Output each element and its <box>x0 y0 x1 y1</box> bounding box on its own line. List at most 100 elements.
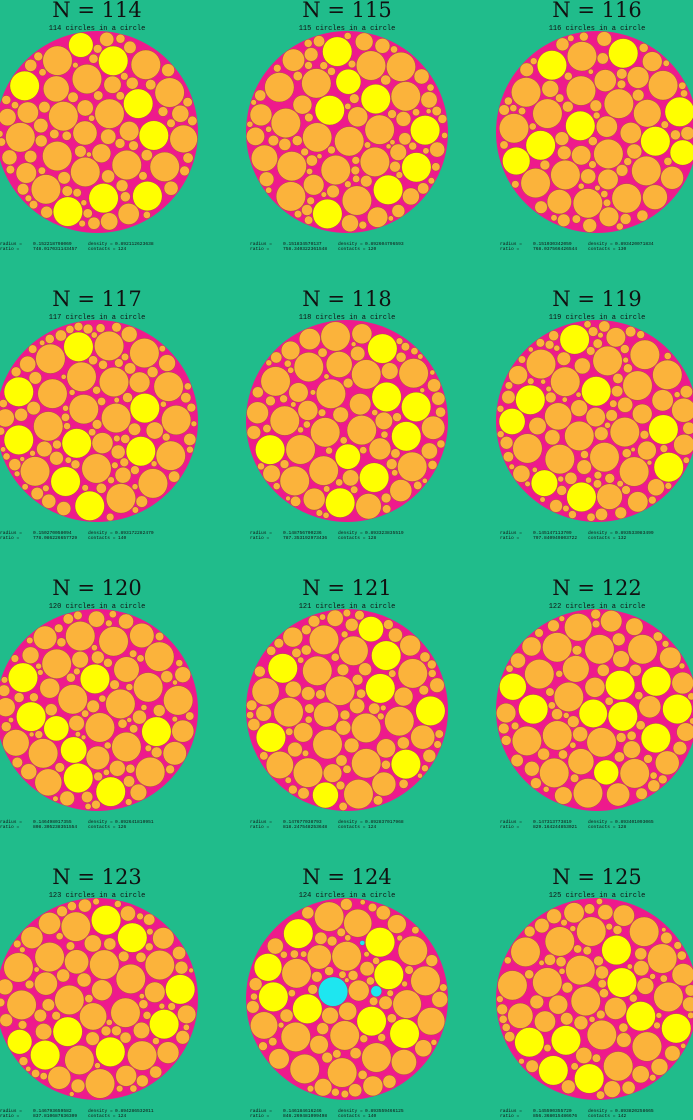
packed-circle <box>627 491 649 513</box>
packed-circle <box>526 349 556 379</box>
packed-circle <box>313 35 325 48</box>
packed-circle <box>588 69 594 75</box>
packed-circle <box>404 965 414 975</box>
packed-circle <box>359 1034 368 1043</box>
packed-circle <box>247 718 261 731</box>
packed-circle <box>617 79 626 89</box>
panel-title: N = 114 <box>52 0 141 22</box>
packed-circle <box>0 446 6 453</box>
packed-circle <box>555 670 563 678</box>
packed-circle <box>43 715 69 742</box>
packed-circle <box>358 662 372 676</box>
packed-circle <box>431 106 442 116</box>
packed-circle <box>268 1048 290 1070</box>
density-label: density = <box>88 530 113 536</box>
packed-circle <box>625 1001 656 1032</box>
panel: N = 118 118 circles in a circle radius = 0.… <box>246 287 448 541</box>
packed-circle <box>556 485 567 496</box>
packed-circle <box>389 161 401 173</box>
packed-circle <box>183 433 197 446</box>
packed-circle <box>61 185 73 197</box>
packed-circle <box>636 209 649 222</box>
radius-label: radius = <box>0 530 22 536</box>
packed-circle <box>604 422 611 429</box>
packed-circle <box>601 935 632 965</box>
packed-circle <box>297 426 304 434</box>
packed-circle <box>37 378 68 409</box>
radius-label: radius = <box>500 530 522 536</box>
packed-circle <box>68 32 94 58</box>
packed-circle <box>371 640 402 671</box>
packed-circle <box>355 493 382 520</box>
packed-circle <box>359 462 389 493</box>
packed-circle <box>144 981 166 1003</box>
packed-circle <box>121 326 138 343</box>
packed-circle <box>337 663 349 676</box>
packed-circle <box>258 1041 268 1051</box>
packed-circle <box>307 984 318 995</box>
packed-circle <box>394 687 414 707</box>
packed-circle <box>91 650 105 664</box>
packed-circle <box>641 666 672 697</box>
packed-circle <box>262 424 272 433</box>
packed-circle <box>259 751 269 761</box>
packed-circle <box>431 162 441 172</box>
packed-circle <box>246 711 254 719</box>
density-label: density = <box>88 819 113 825</box>
packed-circle <box>265 126 272 133</box>
packed-circle <box>357 1070 368 1080</box>
packed-circle <box>651 389 674 412</box>
packed-circle <box>613 904 635 927</box>
packed-circle <box>297 400 318 421</box>
packed-circle <box>29 200 38 210</box>
packed-circle <box>152 927 175 950</box>
radius-value: 0.145147113709 <box>533 530 572 536</box>
packed-circle <box>420 91 438 109</box>
packed-circle <box>84 994 94 1003</box>
packed-circle <box>539 159 550 171</box>
packed-circle <box>566 482 597 512</box>
packed-circle <box>616 1032 632 1048</box>
density-value: 0.893559466125 <box>365 1108 404 1114</box>
packed-circle <box>297 787 310 800</box>
packed-circle <box>661 1013 692 1044</box>
packed-circle <box>93 90 104 101</box>
packed-circle <box>7 1029 33 1055</box>
packed-circle <box>499 1015 508 1024</box>
packed-circle <box>649 1074 657 1082</box>
packed-circle <box>580 168 596 185</box>
radius-value: 0.146184616246 <box>283 1108 322 1114</box>
packed-circle <box>567 715 580 728</box>
packed-circle <box>532 98 563 129</box>
packed-circle <box>608 38 639 69</box>
radius-label: radius = <box>500 1108 522 1114</box>
packed-circle <box>61 428 92 459</box>
packed-circle <box>633 960 650 976</box>
packed-circle <box>350 346 366 361</box>
packed-circle <box>103 937 117 951</box>
packed-circle <box>40 206 53 219</box>
packed-circle <box>627 963 633 970</box>
packed-circle <box>530 777 542 789</box>
packed-circle <box>355 32 374 51</box>
packed-circle <box>682 421 693 435</box>
packed-circle <box>344 737 360 753</box>
packed-circle <box>412 108 420 117</box>
packed-circle <box>312 782 339 809</box>
packed-circle <box>588 1016 596 1023</box>
packed-circle <box>673 941 682 950</box>
panel-title: N = 115 <box>302 0 391 22</box>
packed-circle <box>281 341 301 360</box>
packed-circle <box>659 444 668 453</box>
packed-circle <box>550 366 581 397</box>
packed-circle <box>358 616 384 642</box>
packed-circle <box>34 730 43 739</box>
ratio-value: 778.086226657729 <box>33 535 77 541</box>
packed-circle <box>113 656 140 683</box>
packed-circle <box>38 68 47 77</box>
packed-circle <box>599 206 619 227</box>
packed-circle <box>496 1003 508 1015</box>
packed-circle <box>632 1031 662 1062</box>
packed-circle <box>52 1016 83 1047</box>
packed-circle <box>342 469 359 487</box>
